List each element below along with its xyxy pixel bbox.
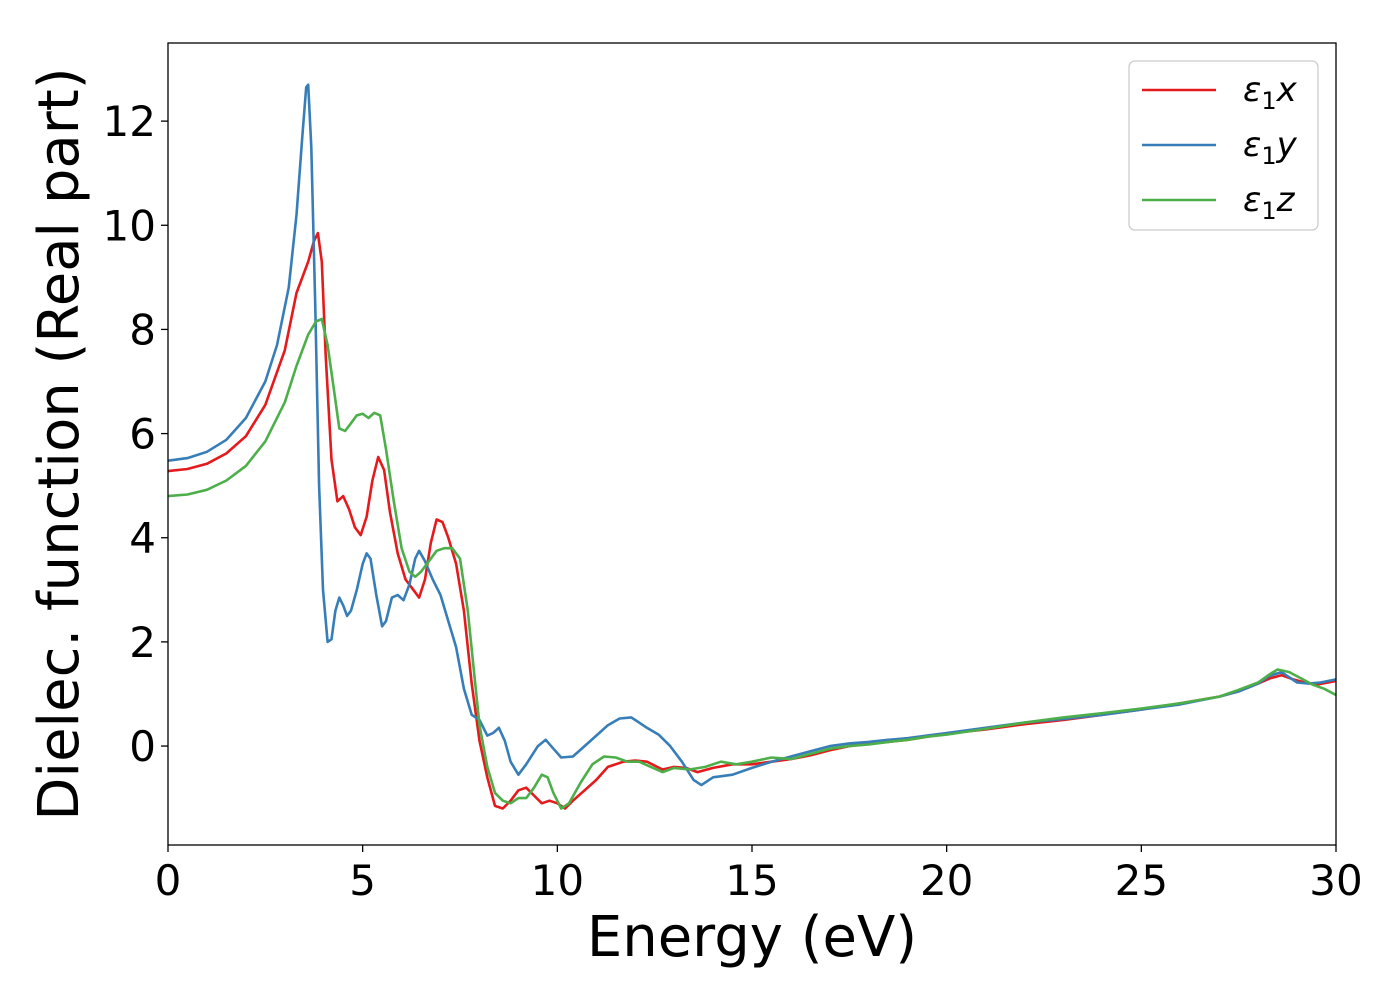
y-tick-label: 10: [103, 201, 156, 250]
y-tick-label: 2: [129, 618, 156, 667]
legend-label-y: ε1y: [1243, 125, 1298, 170]
series-line-y: [167, 83, 1337, 787]
legend-label-z: ε1z: [1243, 180, 1296, 225]
legend-box: [1128, 60, 1319, 231]
legend-label-x: ε1x: [1243, 70, 1298, 115]
series-line-z: [167, 317, 1337, 810]
x-tick-label: 10: [531, 856, 584, 905]
y-axis-label: Dielec. function (Real part): [27, 67, 92, 820]
y-tick-label: 8: [129, 305, 156, 354]
x-axis-label: Energy (eV): [587, 905, 917, 970]
x-tick-label: 30: [1309, 856, 1362, 905]
plot-frame: [167, 42, 1337, 846]
legend: ε1x ε1y ε1z: [1128, 60, 1319, 231]
x-tick-label: 15: [725, 856, 778, 905]
y-tick-label: 4: [129, 514, 156, 563]
x-tick-label: 0: [155, 856, 182, 905]
y-tick-label: 6: [129, 410, 156, 459]
x-tick-label: 20: [920, 856, 973, 905]
x-axis-ticks: 0 5 10 15 20 25 30: [155, 845, 1363, 905]
y-axis-ticks: 0 2 4 6 8 10 12: [103, 97, 168, 771]
series-layer: [167, 83, 1337, 810]
y-tick-label: 0: [129, 722, 156, 771]
x-tick-label: 5: [349, 856, 376, 905]
x-tick-label: 25: [1115, 856, 1168, 905]
legend-entries: ε1x ε1y ε1z: [1142, 70, 1298, 225]
y-tick-label: 12: [103, 97, 156, 146]
